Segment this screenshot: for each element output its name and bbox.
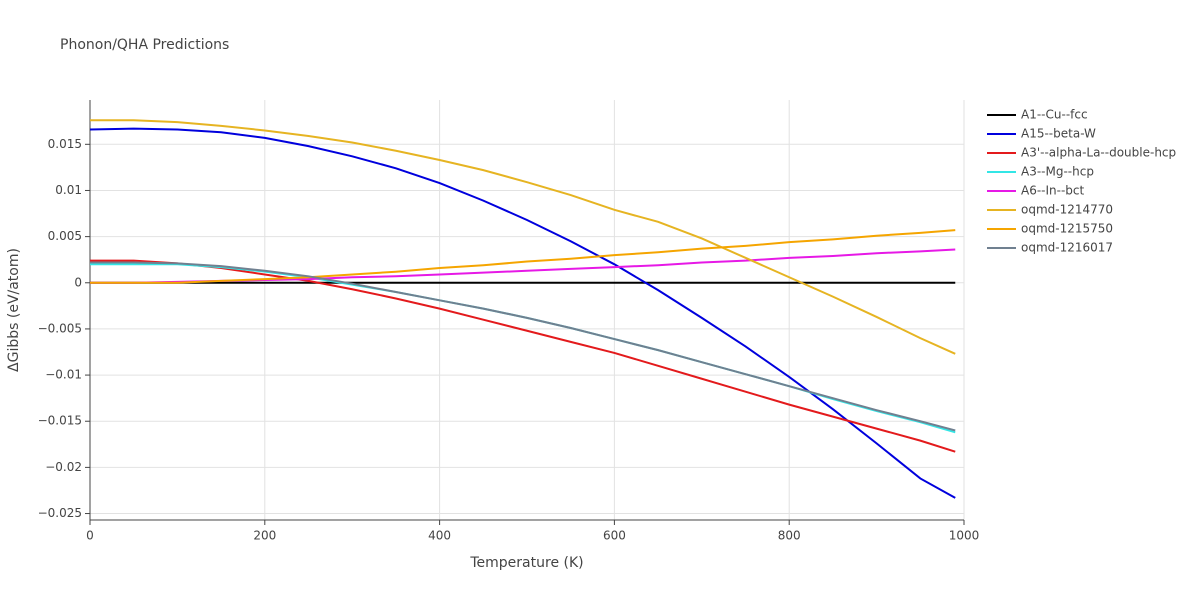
x-tick-label: 600	[603, 529, 626, 543]
legend-label: oqmd-1216017	[1021, 241, 1113, 255]
series-line	[90, 263, 956, 434]
y-tick-label: 0.005	[48, 229, 82, 243]
x-tick-label: 0	[86, 529, 94, 543]
y-tick-label: 0	[74, 275, 82, 289]
x-tick-label: 800	[778, 529, 801, 543]
y-tick-label: −0.015	[38, 414, 82, 428]
y-axis-title: ΔGibbs (eV/atom)	[6, 248, 22, 372]
x-tick-label: 400	[428, 529, 451, 543]
y-tick-label: 0.015	[48, 137, 82, 151]
legend-label: A3'--alpha-La--double-hcp	[1021, 146, 1176, 160]
y-tick-label: −0.01	[45, 368, 82, 382]
legend-label: A1--Cu--fcc	[1021, 108, 1088, 122]
legend-label: A15--beta-W	[1021, 127, 1096, 141]
legend-label: A6--In--bct	[1021, 184, 1085, 198]
series-line	[90, 261, 956, 432]
y-tick-label: −0.005	[38, 321, 82, 335]
series-line	[90, 119, 956, 355]
legend-label: oqmd-1215750	[1021, 222, 1113, 236]
series-line	[90, 229, 956, 284]
legend-label: oqmd-1214770	[1021, 203, 1113, 217]
y-tick-label: −0.02	[45, 460, 82, 474]
y-tick-label: −0.025	[38, 506, 82, 520]
series-line	[89, 127, 956, 499]
y-tick-label: 0.01	[55, 183, 82, 197]
x-tick-label: 200	[253, 529, 276, 543]
x-tick-label: 1000	[949, 529, 980, 543]
chart-title: Phonon/QHA Predictions	[60, 37, 229, 53]
legend-label: A3--Mg--hcp	[1021, 165, 1094, 179]
series-line	[90, 259, 956, 453]
x-axis-title: Temperature (K)	[469, 555, 583, 571]
